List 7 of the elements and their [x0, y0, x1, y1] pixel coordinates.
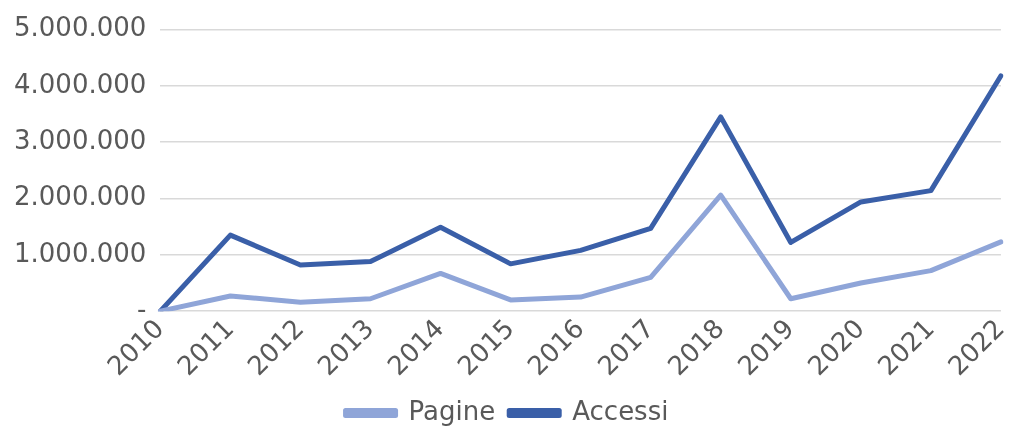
y-tick-label: 2.000.000	[14, 181, 147, 212]
y-tick-label: 4.000.000	[14, 68, 147, 99]
y-tick-label: 5.000.000	[14, 12, 147, 43]
legend-label: Accessi	[572, 395, 669, 426]
y-tick-label: 1.000.000	[14, 237, 147, 268]
legend-label: Pagine	[408, 395, 496, 426]
y-tick-label: 3.000.000	[14, 124, 147, 155]
